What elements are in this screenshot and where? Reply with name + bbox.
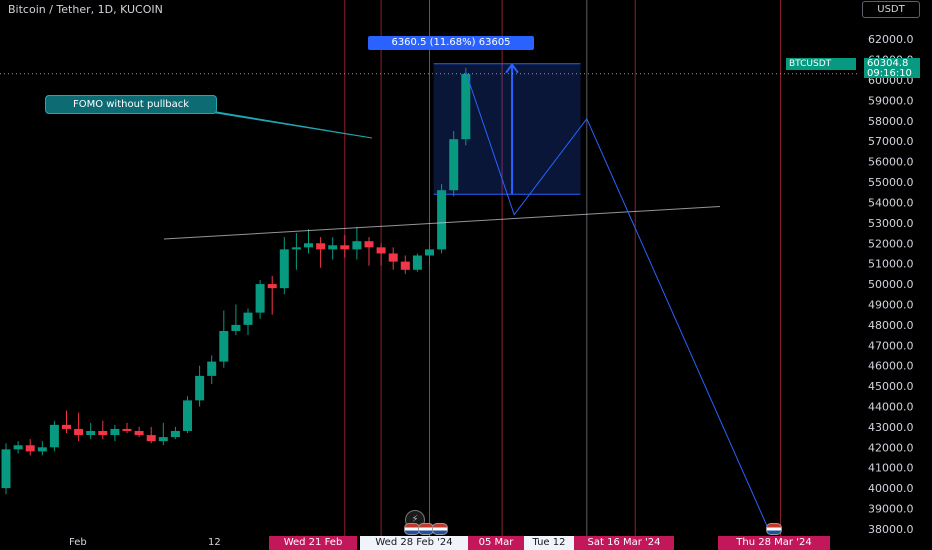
symbol-tag: BTCUSDT [786,58,856,70]
candle [110,428,120,436]
y-tick-label: 42000.0 [868,441,914,454]
candle [279,249,289,289]
date-pill-28-feb: Wed 28 Feb '24 [360,536,468,550]
candle [219,330,229,362]
candle [376,247,386,254]
candle [86,430,96,436]
x-label-feb: Feb [69,537,87,548]
y-tick-label: 48000.0 [868,319,914,332]
y-tick-label: 57000.0 [868,135,914,148]
candles [1,67,471,495]
price-axis[interactable]: 38000.0 39000.0 40000.0 41000.0 42000.0 43000… [0,33,914,536]
candle [412,255,422,270]
candle [316,243,326,250]
date-pill-12-mar: Tue 12 [524,536,574,550]
y-tick-label: 49000.0 [868,298,914,311]
candle [98,430,108,436]
y-tick-label: 58000.0 [868,115,914,128]
candle [49,424,59,448]
y-tick-label: 46000.0 [868,360,914,373]
y-tick-label: 41000.0 [868,462,914,475]
y-tick-label: 54000.0 [868,196,914,209]
candle [267,284,277,289]
candle [170,430,180,438]
drawings[interactable] [163,71,769,530]
countdown-timer: 09:16:10 [867,68,912,79]
flag-icon[interactable] [432,523,448,535]
y-tick-label: 47000.0 [868,339,914,352]
candle [195,375,205,401]
y-tick-label: 62000.0 [868,33,914,46]
candle [158,437,168,442]
candle [425,249,434,256]
y-tick-label: 59000.0 [868,94,914,107]
candle [62,424,71,429]
candle [328,245,338,250]
candle [449,139,459,191]
range-measure-label: 6360.5 (11.68%) 63605 [368,36,534,50]
candle [183,400,192,431]
candle [400,261,410,270]
candle [231,324,241,331]
last-price-value: 60304.8 [867,58,909,69]
candle [74,428,84,436]
candle [134,430,144,436]
candle [243,312,253,325]
date-pill-28-mar: Thu 28 Mar '24 [718,536,830,550]
callout-pointer [204,109,373,139]
y-tick-label: 43000.0 [868,421,914,434]
candle [146,435,156,442]
y-tick-label: 51000.0 [868,258,914,271]
chart-title[interactable]: Bitcoin / Tether, 1D, KUCOIN [8,3,163,16]
candle [37,447,47,452]
candle [304,243,313,248]
candle [340,245,350,250]
date-pill-21-feb: Wed 21 Feb [269,536,357,550]
currency-button[interactable]: USDT [862,1,920,18]
projection-path [465,71,769,530]
candle [13,445,23,450]
candle [352,241,362,250]
y-tick-label: 56000.0 [868,156,914,169]
candle [388,253,398,262]
candle [255,284,265,313]
candle [25,445,35,452]
candle [122,428,132,431]
range-arrowhead [505,63,519,74]
candle [461,73,471,140]
y-tick-label: 44000.0 [868,400,914,413]
flag-icon[interactable] [766,523,782,535]
date-pill-16-mar: Sat 16 Mar '24 [574,536,674,550]
candle [291,247,301,250]
x-label-12: 12 [208,537,221,548]
y-tick-label: 50000.0 [868,278,914,291]
candle [1,449,11,489]
candle [364,241,374,248]
last-price-badge: 60304.8 09:16:10 [864,58,920,79]
candle [437,190,447,250]
vertical-lines [344,0,781,536]
y-tick-label: 53000.0 [868,217,914,230]
fomo-callout[interactable]: FOMO without pullback [45,95,217,114]
y-tick-label: 55000.0 [868,176,914,189]
date-pill-05-mar: 05 Mar [468,536,524,550]
y-tick-label: 38000.0 [868,523,914,536]
y-tick-label: 40000.0 [868,482,914,495]
y-tick-label: 39000.0 [868,503,914,516]
y-tick-label: 52000.0 [868,237,914,250]
candle [207,361,217,376]
y-tick-label: 45000.0 [868,380,914,393]
trendline [163,206,720,240]
